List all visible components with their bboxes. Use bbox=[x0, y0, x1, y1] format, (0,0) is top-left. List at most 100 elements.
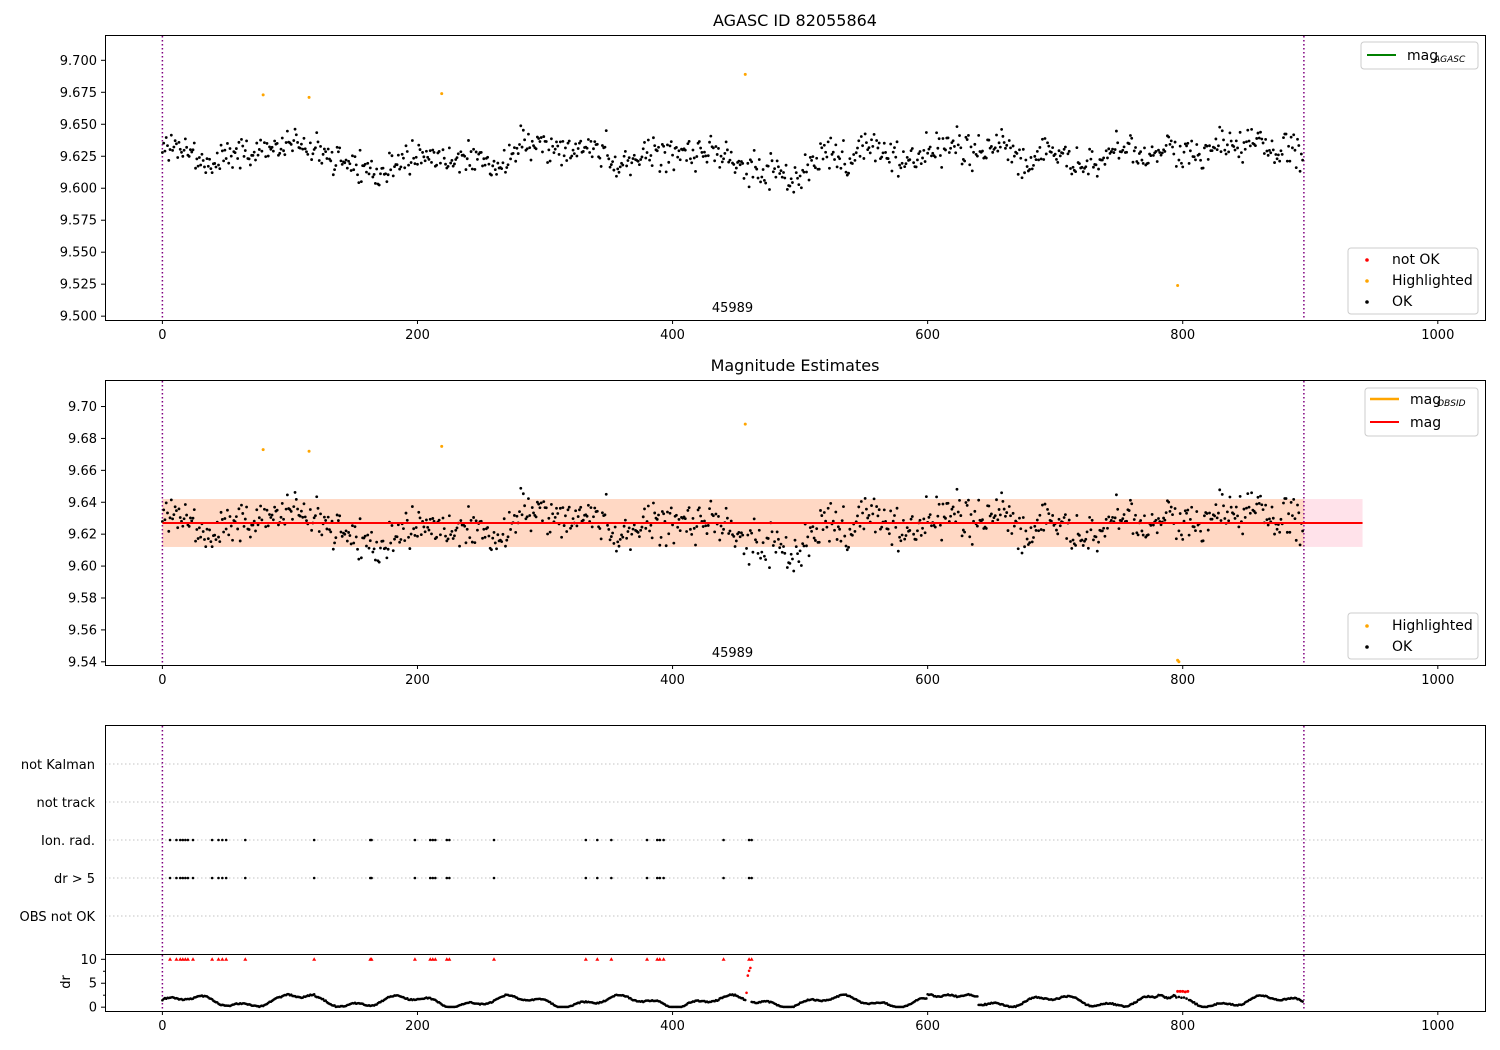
legend-ok-marker bbox=[1365, 645, 1369, 649]
ok-point bbox=[256, 523, 260, 527]
ok-point bbox=[890, 543, 894, 547]
ok-point bbox=[439, 161, 442, 165]
ok-point bbox=[969, 145, 973, 149]
ok-point bbox=[500, 167, 504, 171]
ok-point bbox=[1164, 511, 1168, 515]
ok-point bbox=[977, 133, 981, 137]
dr-x-ticks: 0 200 400 600 800 1000 bbox=[158, 1011, 1454, 1034]
ok-point bbox=[205, 527, 209, 531]
ok-point bbox=[1233, 516, 1237, 520]
ok-point bbox=[368, 166, 372, 170]
ok-point bbox=[865, 141, 868, 144]
ok-point bbox=[1185, 144, 1188, 148]
ok-point bbox=[882, 508, 886, 512]
ok-point bbox=[1002, 507, 1006, 511]
ion-rad-point bbox=[431, 838, 435, 842]
ok-point bbox=[792, 569, 796, 573]
ok-point bbox=[340, 162, 344, 166]
ion-rad-point bbox=[448, 838, 451, 842]
ok-point bbox=[205, 157, 209, 161]
ok-point bbox=[1270, 139, 1274, 143]
ok-point bbox=[431, 148, 435, 152]
ok-point bbox=[1264, 503, 1268, 507]
ok-point bbox=[785, 566, 789, 569]
ok-point bbox=[175, 509, 178, 513]
ok-point bbox=[1104, 517, 1108, 521]
ok-point bbox=[840, 150, 844, 154]
ok-point bbox=[513, 146, 516, 150]
ok-point bbox=[1095, 174, 1099, 178]
dr-gt-5-point bbox=[175, 876, 178, 880]
ok-point bbox=[224, 527, 228, 531]
dr-spike-point bbox=[746, 974, 750, 977]
ok-point bbox=[882, 141, 886, 145]
ok-point bbox=[783, 176, 787, 180]
ok-point bbox=[1163, 518, 1167, 522]
ok-point bbox=[451, 537, 455, 540]
ok-point bbox=[217, 535, 220, 539]
ok-point bbox=[1150, 145, 1154, 149]
ok-point bbox=[1016, 547, 1020, 551]
ok-point bbox=[601, 511, 604, 515]
ok-point bbox=[1033, 154, 1037, 158]
ok-point bbox=[407, 535, 410, 539]
ok-point bbox=[1293, 517, 1297, 521]
ok-point bbox=[991, 519, 995, 523]
ok-point bbox=[421, 151, 424, 154]
ok-point bbox=[1291, 514, 1294, 518]
ok-point bbox=[1256, 131, 1260, 135]
dr-clipped-marker bbox=[433, 957, 438, 961]
ok-point bbox=[718, 165, 722, 169]
ok-point bbox=[410, 139, 414, 142]
ok-point bbox=[476, 158, 479, 161]
ok-point bbox=[839, 166, 843, 170]
ok-point bbox=[209, 540, 213, 544]
ok-point bbox=[285, 129, 289, 133]
ion-rad-point bbox=[312, 838, 316, 842]
ok-point bbox=[1292, 133, 1296, 137]
ok-point bbox=[1043, 502, 1047, 506]
ok-point bbox=[548, 159, 552, 163]
ok-point bbox=[379, 172, 382, 176]
ok-point bbox=[900, 161, 904, 165]
ok-point bbox=[381, 539, 385, 543]
agasc-ok-points bbox=[160, 124, 1305, 194]
ok-point bbox=[185, 513, 189, 517]
legend-mag-obsid-label: mag bbox=[1410, 392, 1441, 408]
ok-point bbox=[789, 552, 793, 556]
y-tick-label: 9.62 bbox=[68, 528, 97, 543]
ion-rad-point bbox=[584, 838, 588, 842]
ion-rad-point bbox=[750, 838, 753, 842]
ok-point bbox=[344, 158, 348, 162]
ok-point bbox=[1294, 538, 1298, 542]
dr-clipped-marker bbox=[412, 957, 417, 961]
ok-point bbox=[970, 169, 974, 173]
ok-point bbox=[185, 145, 189, 149]
ok-point bbox=[720, 160, 724, 164]
dr-clipped-marker bbox=[609, 957, 614, 961]
ok-point bbox=[183, 137, 187, 141]
ok-point bbox=[717, 147, 720, 150]
ok-point bbox=[811, 525, 815, 529]
ok-point bbox=[544, 140, 548, 143]
ok-point bbox=[894, 155, 898, 159]
ok-point bbox=[1055, 157, 1058, 161]
ok-point bbox=[757, 528, 761, 532]
ok-point bbox=[756, 176, 760, 180]
ok-point bbox=[366, 161, 370, 165]
ok-point bbox=[1151, 153, 1155, 157]
ok-point bbox=[694, 169, 697, 173]
ok-point bbox=[678, 158, 682, 162]
ok-point bbox=[567, 505, 571, 509]
ok-point bbox=[599, 537, 603, 541]
ok-point bbox=[453, 534, 456, 538]
ok-point bbox=[575, 154, 579, 158]
ok-point bbox=[840, 519, 844, 523]
ok-point bbox=[822, 143, 826, 147]
ok-point bbox=[687, 506, 691, 510]
ok-point bbox=[1187, 533, 1191, 537]
ok-point bbox=[886, 527, 890, 531]
ok-point bbox=[1141, 161, 1145, 165]
ok-point bbox=[532, 144, 535, 148]
ok-point bbox=[259, 138, 263, 142]
